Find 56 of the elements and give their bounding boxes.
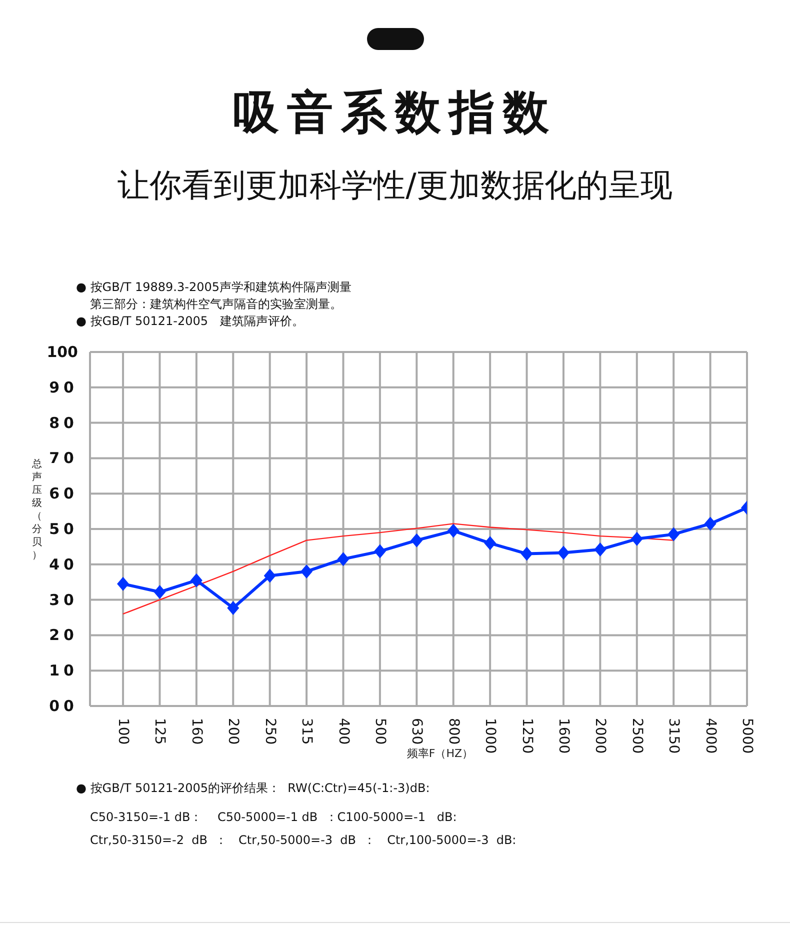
point [447, 524, 460, 538]
x-tick-label: 3150 [666, 718, 682, 754]
x-tick-label: 100 [115, 718, 132, 745]
point [484, 536, 496, 550]
y-tick-label: 40 [49, 555, 78, 574]
x-tick-label: 200 [225, 718, 242, 745]
text: ● 按GB/T 50121-2005 建筑隔声评价。 [76, 313, 306, 330]
point [154, 585, 166, 600]
point [264, 568, 276, 583]
x-tick-label: 160 [188, 718, 204, 745]
point [300, 564, 313, 578]
point [668, 527, 680, 542]
y-tick-label: 80 [49, 414, 78, 432]
y-axis-title: 总声压级（分贝） [31, 458, 43, 562]
text: Ctr,50-3150=-2 dB ： Ctr,50-5000=-3 dB ： Ctr,100-5000=-3 dB: [89, 832, 516, 849]
x-tick-label: 500 [372, 718, 388, 745]
point [374, 544, 386, 558]
y-tick-label: 10 [49, 662, 78, 680]
text: ● 按GB/T 50121-2005的评价结果： RW(C:Ctr)=45(-1:-3)dB: [76, 780, 431, 797]
x-tick-label: 4000 [702, 718, 718, 754]
x-tick-label: 1000 [482, 718, 498, 754]
point [410, 533, 423, 548]
y-tick-label: 50 [49, 520, 78, 538]
point [227, 600, 240, 615]
y-tick-label: 90 [49, 378, 78, 396]
x-tick-label: 1600 [555, 718, 572, 754]
x-tick-label: 5000 [739, 718, 755, 754]
point [594, 542, 606, 557]
x-tick-label: 315 [298, 718, 315, 745]
x-tick-label: 400 [335, 718, 352, 745]
y-tick-label: 30 [49, 590, 78, 609]
x-tick-label: 250 [262, 718, 278, 745]
x-tick-label: 800 [445, 718, 462, 745]
y-tick-label: 60 [49, 484, 78, 503]
text: 第三部分：建筑构件空气声隔音的实验室测量。 [89, 296, 343, 313]
x-tick-label: 125 [152, 718, 168, 745]
x-tick-label: 2000 [592, 718, 608, 754]
x-axis-title: 频率F（HZ） [406, 747, 474, 760]
y-tick-label: 00 [49, 697, 78, 715]
chart-title: 吸音系数指数 [232, 84, 558, 141]
point [520, 546, 533, 561]
x-tick-label: 1250 [518, 718, 535, 754]
point [704, 516, 716, 531]
point [117, 576, 130, 591]
y-tick-label: 100 [46, 343, 78, 361]
text: ● 按GB/T 19889.3-2005声学和建筑构件隔声测量 [76, 279, 352, 296]
point [557, 546, 570, 560]
chart-subtitle: 让你看到更加科学性/更加数据化的呈现 [116, 165, 674, 206]
y-tick-label: 70 [49, 449, 78, 468]
x-tick-label: 2500 [628, 718, 645, 754]
point [630, 532, 643, 546]
text: C50-3150=-1 dB： C50-5000=-1 dB ：C100-5000=-1 dB: [89, 809, 458, 826]
point [190, 573, 202, 588]
point [337, 552, 350, 566]
x-tick-label: 630 [408, 718, 425, 745]
y-tick-label: 20 [49, 626, 78, 644]
